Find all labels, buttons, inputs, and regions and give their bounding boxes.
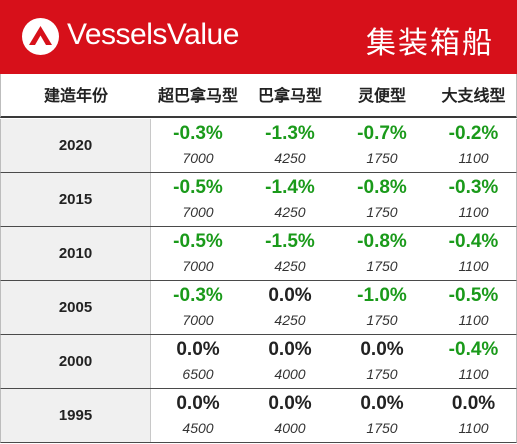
table-header-row: 建造年份 超巴拿马型 巴拿马型 灵便型 大支线型 — [0, 74, 517, 118]
teu-size: 1750 — [366, 150, 398, 166]
value-cell: -0.5% 1100 — [429, 281, 517, 334]
teu-size: 1100 — [458, 150, 489, 166]
percent-change: -0.8% — [357, 177, 407, 198]
percent-change: -0.3% — [173, 123, 223, 144]
value-cell: 0.0% 4000 — [245, 389, 335, 442]
value-cell: -1.0% 1750 — [335, 281, 429, 334]
value-cell: 0.0% 1750 — [335, 335, 429, 388]
teu-size: 1750 — [366, 312, 398, 328]
year-cell: 2010 — [1, 227, 151, 280]
value-cell: -1.5% 4250 — [245, 227, 335, 280]
percent-change: 0.0% — [451, 393, 496, 414]
table-row: 1995 0.0% 4500 0.0% 4000 0.0% 1750 0.0% 1100 — [0, 389, 517, 443]
teu-size: 7000 — [182, 204, 214, 220]
table-row: 2000 0.0% 6500 0.0% 4000 0.0% 1750 -0.4% 1100 — [0, 335, 517, 389]
teu-size: 1750 — [366, 366, 398, 382]
teu-size: 1100 — [458, 420, 489, 436]
percent-change: -1.3% — [265, 123, 315, 144]
percent-change: -0.8% — [357, 231, 407, 252]
value-cell: 0.0% 6500 — [151, 335, 245, 388]
percent-change: 0.0% — [360, 339, 404, 360]
teu-size: 1750 — [366, 204, 398, 220]
value-cell: -1.4% 4250 — [245, 173, 335, 226]
year-cell: 2015 — [1, 173, 151, 226]
table-row: 2015 -0.5% 7000 -1.4% 4250 -0.8% 1750 -0.3% 1100 — [0, 173, 517, 227]
year-cell: 2000 — [1, 335, 151, 388]
percent-change: -0.5% — [173, 177, 223, 198]
teu-size: 4250 — [274, 312, 306, 328]
percent-change: -1.4% — [265, 177, 315, 198]
brand-name: VesselsValue — [67, 18, 239, 51]
percent-change: -0.5% — [173, 231, 223, 252]
teu-size: 1100 — [458, 312, 489, 328]
teu-size: 1100 — [458, 366, 489, 382]
teu-size: 4250 — [274, 258, 306, 274]
value-cell: -0.3% 1100 — [429, 173, 517, 226]
page-title: 集装箱船 — [366, 26, 494, 61]
percent-change: -0.4% — [448, 231, 499, 252]
value-cell: -0.8% 1750 — [335, 227, 429, 280]
teu-size: 1100 — [458, 204, 489, 220]
percent-change: -0.4% — [448, 339, 499, 360]
value-cell: -0.5% 7000 — [151, 173, 245, 226]
teu-size: 1100 — [458, 258, 489, 274]
year-cell: 2005 — [1, 281, 151, 334]
value-cell: -0.3% 7000 — [151, 281, 245, 334]
table-row: 2020 -0.3% 7000 -1.3% 4250 -0.7% 1750 -0.2% 1100 — [0, 119, 517, 173]
header-banner: VesselsValue 集装箱船 — [0, 0, 517, 74]
value-cell: 0.0% 1750 — [335, 389, 429, 442]
table-row: 2005 -0.3% 7000 0.0% 4250 -1.0% 1750 -0.5% 1100 — [0, 281, 517, 335]
teu-size: 6500 — [182, 366, 214, 382]
percent-change: 0.0% — [268, 285, 312, 306]
teu-size: 7000 — [182, 312, 214, 328]
teu-size: 1750 — [366, 420, 398, 436]
vesselsvalue-logo-icon — [22, 18, 59, 55]
teu-size: 1750 — [366, 258, 398, 274]
teu-size: 7000 — [182, 258, 214, 274]
column-header-feeder-max: 大支线型 — [441, 86, 506, 105]
teu-size: 4250 — [274, 150, 306, 166]
column-header-handy: 灵便型 — [357, 86, 406, 105]
value-cell: 0.0% 4000 — [245, 335, 335, 388]
percent-change: 0.0% — [360, 393, 404, 414]
percent-change: -1.0% — [357, 285, 407, 306]
value-cell: -0.3% 7000 — [151, 119, 245, 172]
value-cell: -0.7% 1750 — [335, 119, 429, 172]
year-cell: 2020 — [1, 119, 151, 172]
value-cell: -0.4% 1100 — [429, 227, 517, 280]
value-cell: -1.3% 4250 — [245, 119, 335, 172]
teu-size: 4000 — [274, 420, 306, 436]
table-row: 2010 -0.5% 7000 -1.5% 4250 -0.8% 1750 -0.4% 1100 — [0, 227, 517, 281]
teu-size: 7000 — [182, 150, 214, 166]
column-header-panamax: 巴拿马型 — [257, 86, 322, 105]
teu-size: 4250 — [274, 204, 306, 220]
value-cell: 0.0% 4250 — [245, 281, 335, 334]
teu-size: 4500 — [182, 420, 214, 436]
percent-change: -1.5% — [265, 231, 315, 252]
value-cell: -0.8% 1750 — [335, 173, 429, 226]
percent-change: -0.2% — [448, 123, 499, 144]
percent-change: 0.0% — [176, 393, 220, 414]
year-cell: 1995 — [1, 389, 151, 442]
percent-change: 0.0% — [176, 339, 220, 360]
teu-size: 4000 — [274, 366, 306, 382]
percent-change: -0.7% — [357, 123, 407, 144]
value-cell: 0.0% 4500 — [151, 389, 245, 442]
percent-change: -0.5% — [448, 285, 499, 306]
percent-change: 0.0% — [268, 339, 312, 360]
value-cell: -0.2% 1100 — [429, 119, 517, 172]
percent-change: -0.3% — [173, 285, 223, 306]
column-header-post-panamax: 超巴拿马型 — [157, 86, 238, 105]
value-cell: -0.5% 7000 — [151, 227, 245, 280]
value-cell: -0.4% 1100 — [429, 335, 517, 388]
column-header-year: 建造年份 — [43, 86, 108, 105]
percent-change: 0.0% — [268, 393, 312, 414]
value-cell: 0.0% 1100 — [429, 389, 517, 442]
percent-change: -0.3% — [448, 177, 499, 198]
